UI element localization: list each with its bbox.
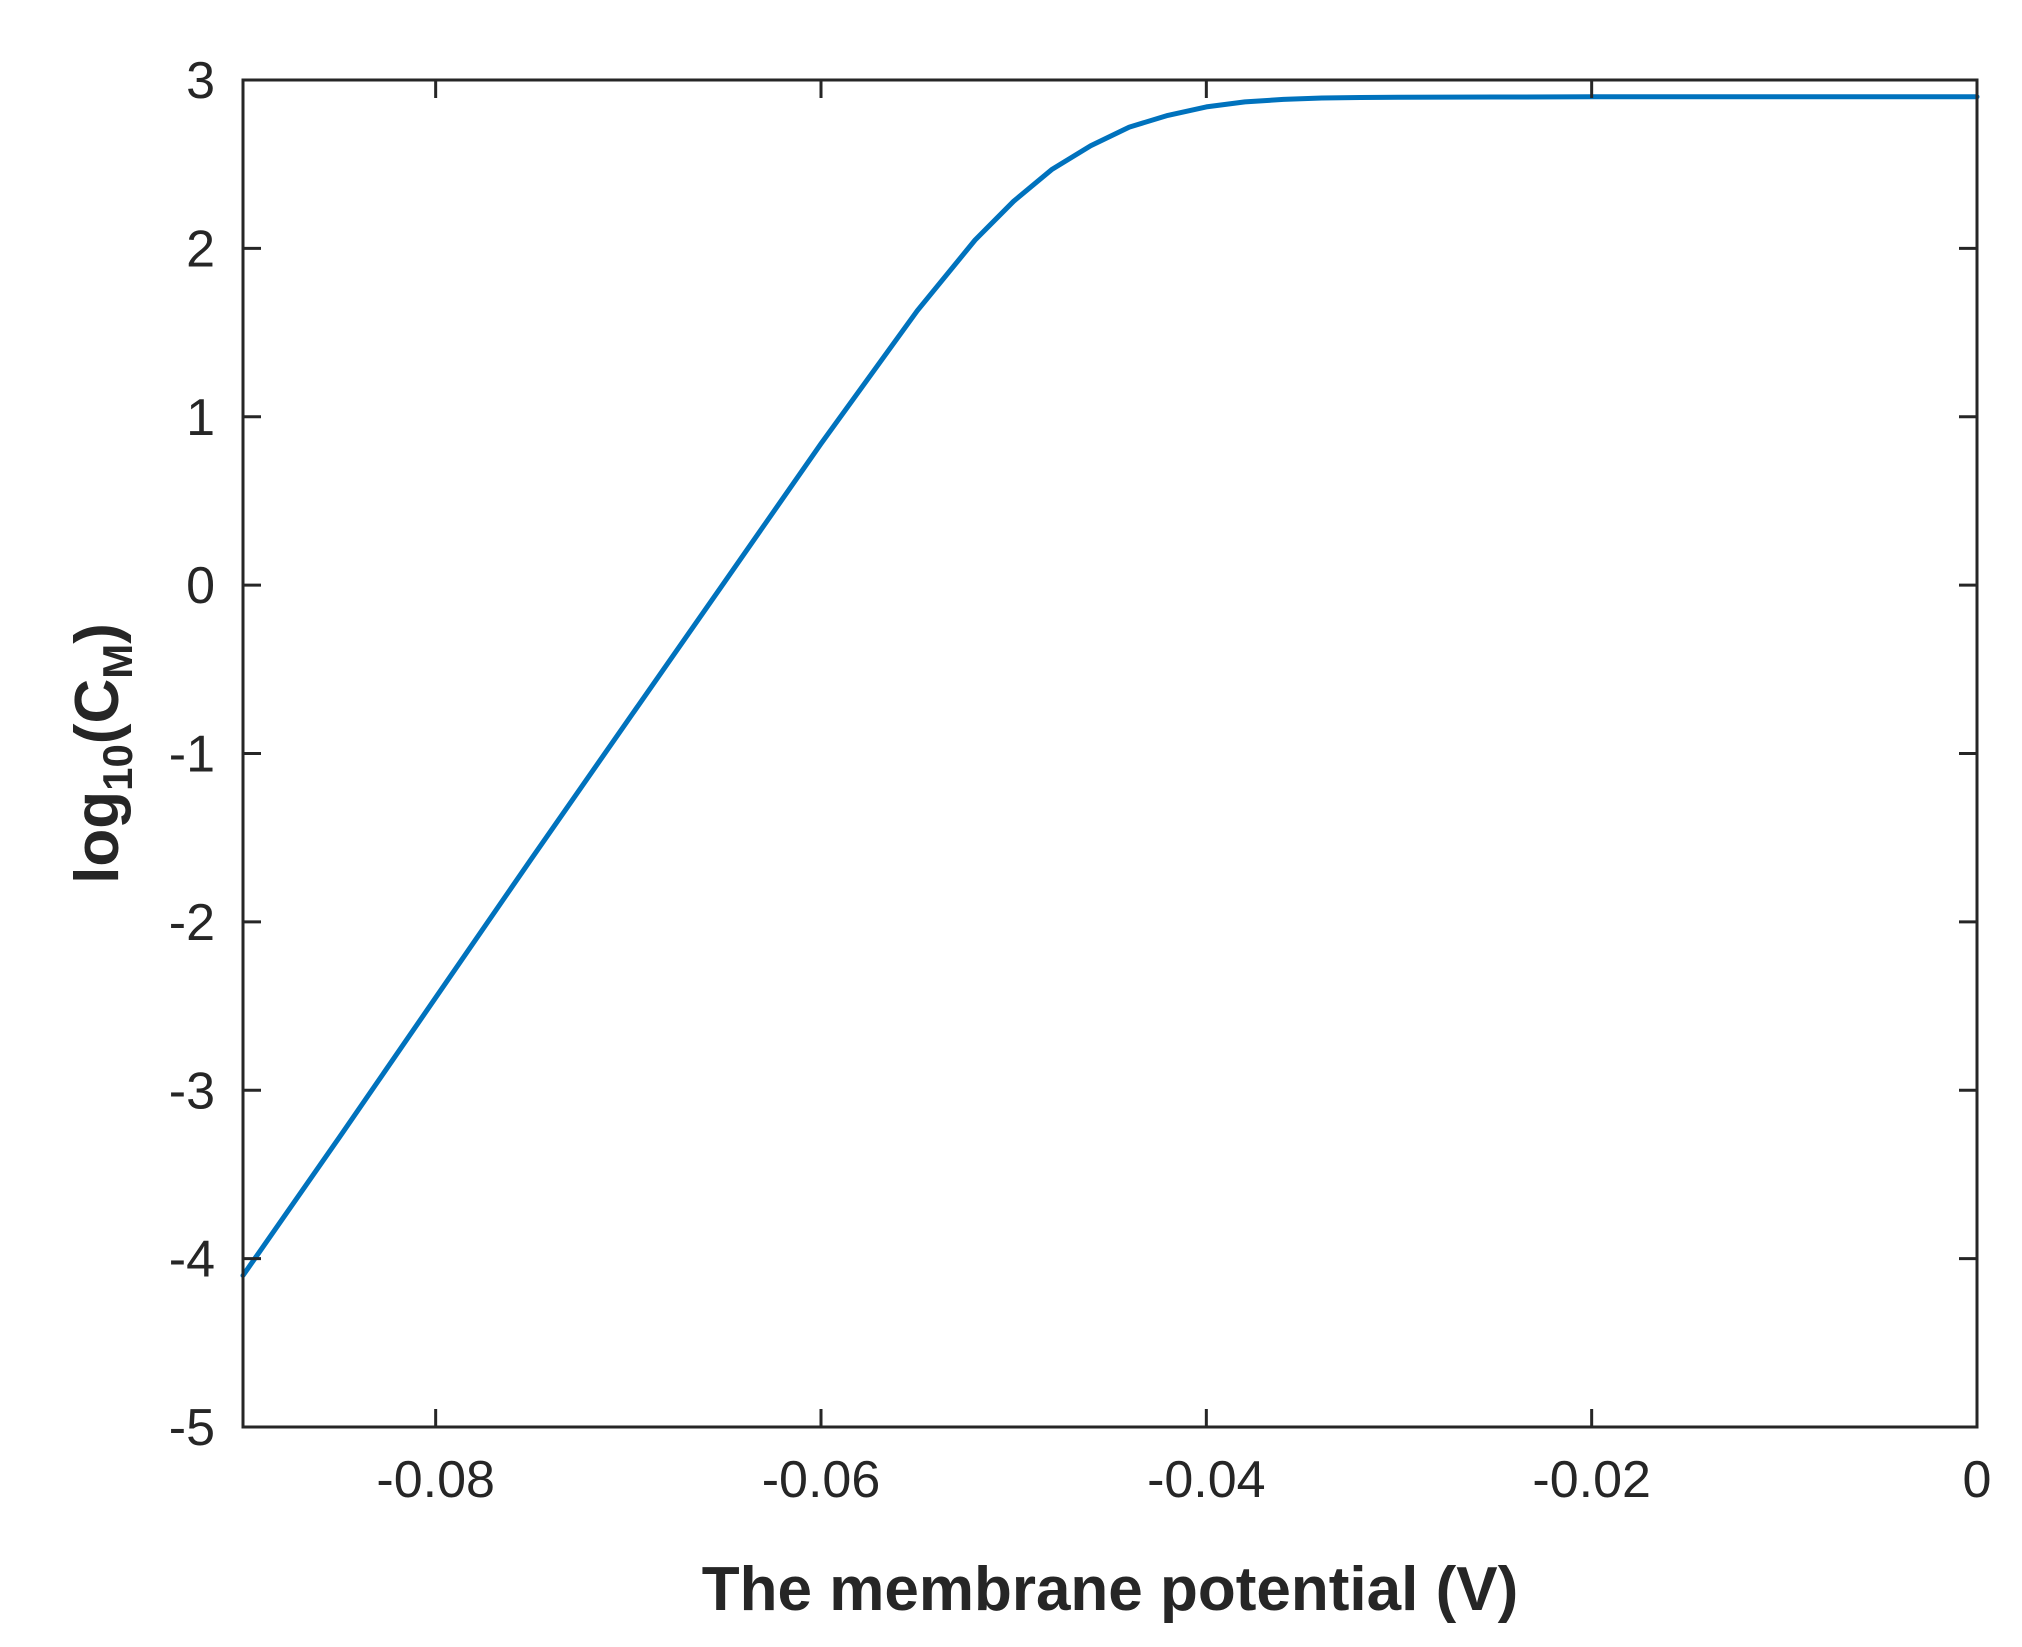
y-axis-title-open: (C xyxy=(63,679,132,744)
y-tick-label: -1 xyxy=(169,726,215,784)
y-axis-title: log10(CM) xyxy=(63,623,141,884)
y-tick-label: -3 xyxy=(169,1062,215,1120)
y-tick-label: 2 xyxy=(186,220,215,278)
y-tick-label: -2 xyxy=(169,894,215,952)
y-axis-title-subscript: M xyxy=(94,644,141,679)
x-tick-label: -0.02 xyxy=(1532,1451,1651,1509)
x-axis-title: The membrane potential (V) xyxy=(702,1555,1518,1624)
y-tick-label: 3 xyxy=(186,52,215,110)
y-tick-label: -4 xyxy=(169,1231,215,1289)
y-axis-title-prefix-subscript: 10 xyxy=(94,744,141,791)
x-tick-label: -0.06 xyxy=(762,1451,881,1509)
axes-box xyxy=(241,78,1979,1429)
x-tick-label: -0.08 xyxy=(376,1451,495,1509)
ticks-layer: -0.08 -0.06 -0.04 -0.02 0 3 2 1 0 -1 -2 -3 -4 -5 xyxy=(169,52,1992,1509)
series-line xyxy=(240,94,1980,1278)
x-tick-label: 0 xyxy=(1963,1451,1992,1509)
y-axis-title-prefix: log xyxy=(63,791,132,884)
y-tick-label: 0 xyxy=(186,557,215,615)
y-tick-label: 1 xyxy=(186,389,215,447)
marks-layer xyxy=(240,94,1980,1278)
y-tick-label: -5 xyxy=(169,1399,215,1457)
y-axis-title-close: ) xyxy=(63,623,132,644)
x-tick-label: -0.04 xyxy=(1147,1451,1266,1509)
